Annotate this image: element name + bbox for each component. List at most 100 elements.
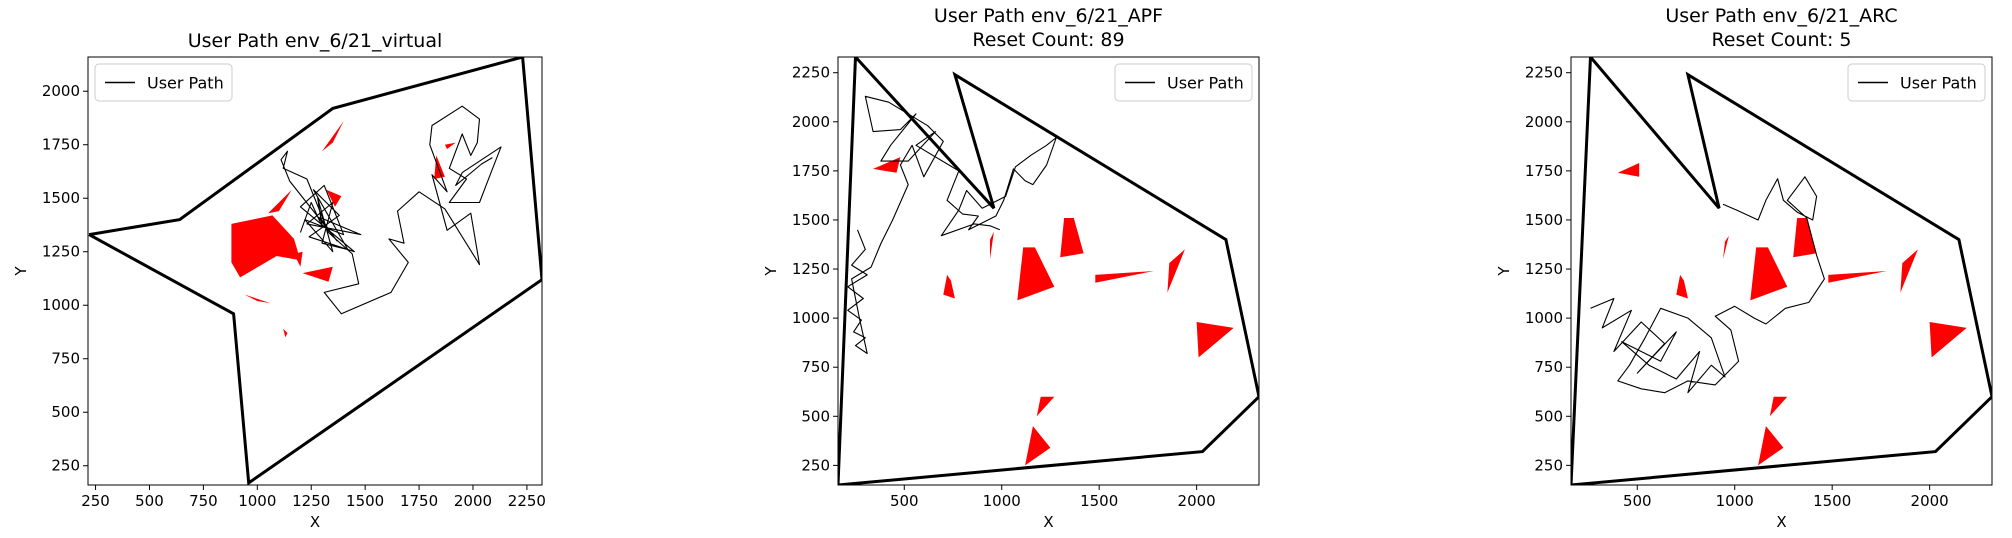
y-tick-label: 1000 [792,309,830,327]
obstacle-2 [1676,274,1688,299]
x-tick-label: 1000 [238,492,276,510]
x-tick-label: 500 [890,492,919,510]
y-axis-label: Y [762,266,780,277]
y-tick-label: 500 [51,403,80,421]
x-axis-label: X [310,513,320,531]
plot-area [1571,57,1992,485]
axes-frame [87,56,543,486]
x-tick-label: 250 [81,492,110,510]
y-tick-label: 2250 [1525,64,1563,82]
obstacle-0 [1017,247,1055,301]
x-tick-label: 2000 [454,492,492,510]
legend-box [1847,63,1986,102]
plot-area [838,57,1259,485]
legend-box [94,63,233,102]
y-tick-label: 1500 [42,189,80,207]
obstacle-3 [1095,271,1154,283]
subplot-arc: 500 1000 1500 2000 250 500 750 1000 1250 1500 1750… [1495,5,1993,531]
y-tick-label: 750 [51,350,80,368]
x-tick-label: 2000 [1178,492,1216,510]
plot-content [1571,57,1992,485]
obstacle-8 [434,155,445,179]
x-tick-label: 1500 [1080,492,1118,510]
y-tick-label: 2000 [42,82,80,100]
legend-label: User Path [1167,74,1244,93]
obstacle-5 [294,251,303,267]
chart-title: User Path env_6/21_ARC [1665,5,1897,27]
x-tick-label: 1250 [292,492,330,510]
x-tick-label: 1000 [983,492,1021,510]
axes-frame [1570,56,1993,486]
y-tick-label: 2250 [792,64,830,82]
x-tick-label: 500 [135,492,164,510]
legend-box [1114,63,1253,102]
x-tick-label: 1500 [346,492,384,510]
y-tick-label: 750 [1534,358,1563,376]
x-tick-label: 750 [189,492,218,510]
obstacle-1 [1793,218,1817,258]
x-tick-label: 2250 [508,492,546,510]
x-tick-label: 1750 [400,492,438,510]
obstacle-1 [1060,218,1084,258]
y-axis-label: Y [12,266,30,277]
plot-content [88,57,542,485]
x-axis-label: X [1776,513,1786,531]
y-tick-label: 2000 [1525,113,1563,131]
y-tick-label: 250 [51,457,80,475]
obstacle-9 [1723,235,1729,260]
y-tick-label: 1500 [792,211,830,229]
obstacle-1 [268,189,292,214]
obstacle-0 [1750,247,1788,301]
obstacle-6 [1025,426,1051,466]
legend: User Path [1114,63,1253,102]
x-tick-label: 2000 [1911,492,1949,510]
y-tick-label: 500 [1534,407,1563,425]
obstacle-5 [1929,322,1967,358]
environment-boundary [838,57,1259,485]
x-tick-label: 1500 [1813,492,1851,510]
chart-title: User Path env_6/21_APF [934,5,1163,27]
chart-subtitle: Reset Count: 5 [1711,29,1851,51]
x-axis-label: X [1043,513,1053,531]
legend-label: User Path [1900,74,1977,93]
user-path-line [847,95,1057,355]
y-tick-label: 1750 [792,162,830,180]
y-tick-label: 1250 [1525,260,1563,278]
obstacle-3 [1828,271,1887,283]
obstacle-9 [444,142,456,149]
axes-frame [837,56,1260,486]
y-axis-label: Y [1495,266,1513,277]
obstacle-7 [1769,396,1788,417]
y-tick-label: 750 [801,358,830,376]
obstacle-6 [1758,426,1784,466]
obstacle-9 [990,231,994,260]
obstacle-0 [231,215,301,278]
obstacle-7 [283,328,288,338]
plot-content [838,57,1259,485]
environment-boundary [88,57,542,485]
obstacle-4 [1900,249,1918,293]
obstacle-4 [302,266,333,282]
y-tick-label: 2000 [792,113,830,131]
legend: User Path [94,63,233,102]
obstacle-8 [1617,163,1640,177]
y-tick-label: 1250 [792,260,830,278]
legend-label: User Path [147,74,224,93]
obstacle-2 [943,274,955,299]
y-tick-label: 1750 [42,136,80,154]
subplot-apf: 500 1000 1500 2000 250 500 750 1000 1250 1500 1750… [762,5,1260,531]
y-tick-label: 1000 [1525,309,1563,327]
obstacle-6 [244,294,271,304]
x-tick-label: 1000 [1716,492,1754,510]
y-tick-label: 250 [801,456,830,474]
y-tick-label: 1250 [42,243,80,261]
obstacle-7 [1036,396,1055,417]
subplot-virtual: 250 500 750 1000 1250 1500 1750 2000 2250 250 500 7… [12,30,546,531]
user-path-line [1590,176,1825,394]
obstacle-5 [1196,322,1234,358]
environment-boundary [1571,57,1992,485]
obstacle-3 [326,189,342,207]
y-tick-label: 1000 [42,296,80,314]
legend: User Path [1847,63,1986,102]
